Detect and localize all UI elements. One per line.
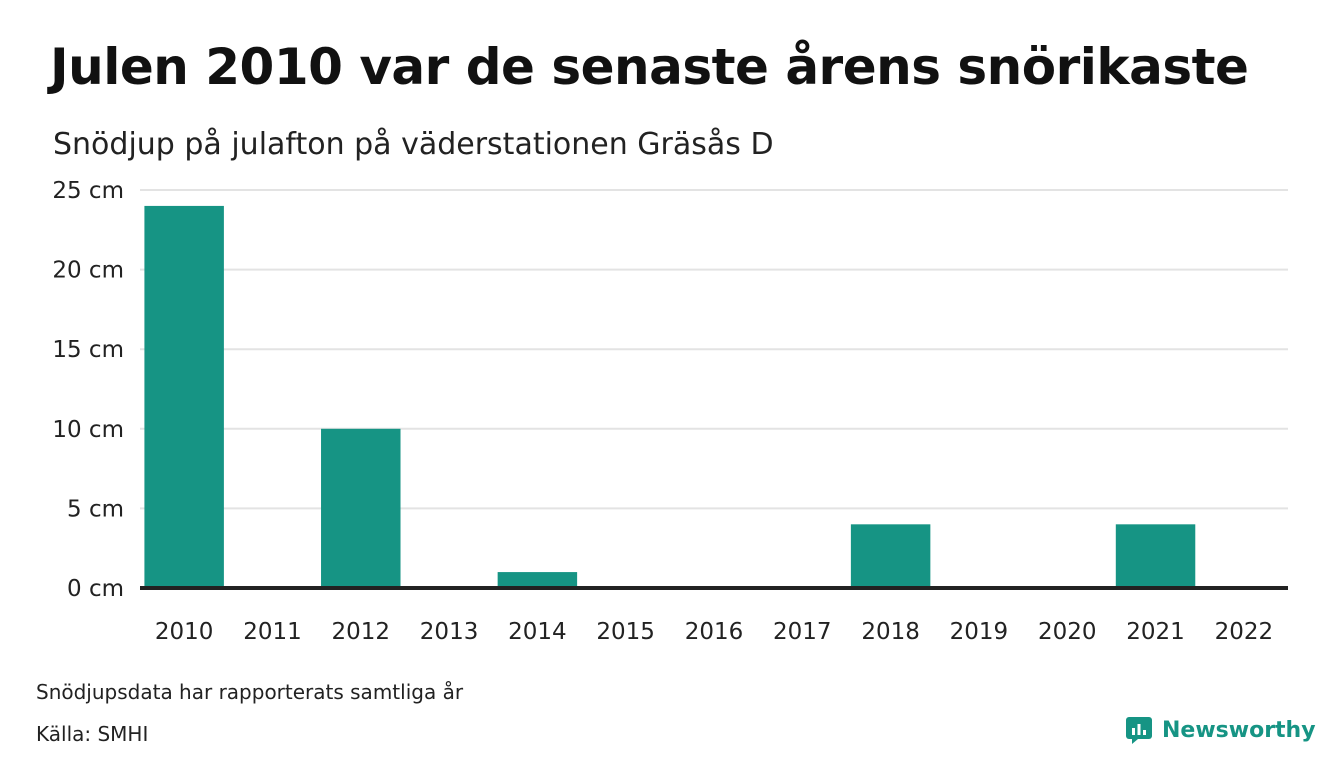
chart-subtitle: Snödjup på julafton på väderstationen Gr… <box>53 127 774 162</box>
y-axis-ticks: 0 cm 5 cm 10 cm 15 cm 20 cm 25 cm <box>52 178 124 602</box>
x-tick-label: 2022 <box>1215 619 1274 645</box>
x-tick-label: 2019 <box>950 619 1009 645</box>
x-tick-label: 2011 <box>243 619 302 645</box>
x-tick-label: 2010 <box>155 619 214 645</box>
newsworthy-logo-icon <box>1126 717 1152 744</box>
y-tick-label: 5 cm <box>67 496 124 522</box>
source-note: Källa: SMHI <box>36 722 149 746</box>
x-tick-label: 2017 <box>773 619 832 645</box>
bar-2012 <box>321 428 401 588</box>
bar-2018 <box>850 524 931 588</box>
brand-name: Newsworthy <box>1162 717 1316 743</box>
x-tick-label: 2016 <box>685 619 744 645</box>
x-tick-label: 2014 <box>508 619 567 645</box>
bars <box>144 205 1196 589</box>
x-tick-label: 2013 <box>420 619 479 645</box>
brand-logo: Newsworthy <box>1124 715 1316 745</box>
footnote: Snödjupsdata har rapporterats samtliga å… <box>36 680 464 704</box>
y-tick-label: 20 cm <box>52 258 124 284</box>
y-tick-label: 25 cm <box>52 178 124 204</box>
x-tick-label: 2012 <box>331 619 390 645</box>
chart-title: Julen 2010 var de senaste årens snörikas… <box>50 38 1249 96</box>
gridlines <box>140 189 1288 510</box>
bar-2014 <box>497 572 578 588</box>
x-axis-ticks: 2010 2011 2012 2013 2014 2015 2016 2017 2018 2019… <box>155 619 1273 645</box>
x-tick-label: 2018 <box>861 619 920 645</box>
y-tick-label: 15 cm <box>52 337 124 363</box>
bar-2021 <box>1115 524 1196 588</box>
x-tick-label: 2020 <box>1038 619 1097 645</box>
x-tick-label: 2015 <box>596 619 655 645</box>
bar-2010 <box>144 205 224 589</box>
y-tick-label: 10 cm <box>52 417 124 443</box>
x-tick-label: 2021 <box>1126 619 1185 645</box>
y-tick-label: 0 cm <box>67 576 124 602</box>
